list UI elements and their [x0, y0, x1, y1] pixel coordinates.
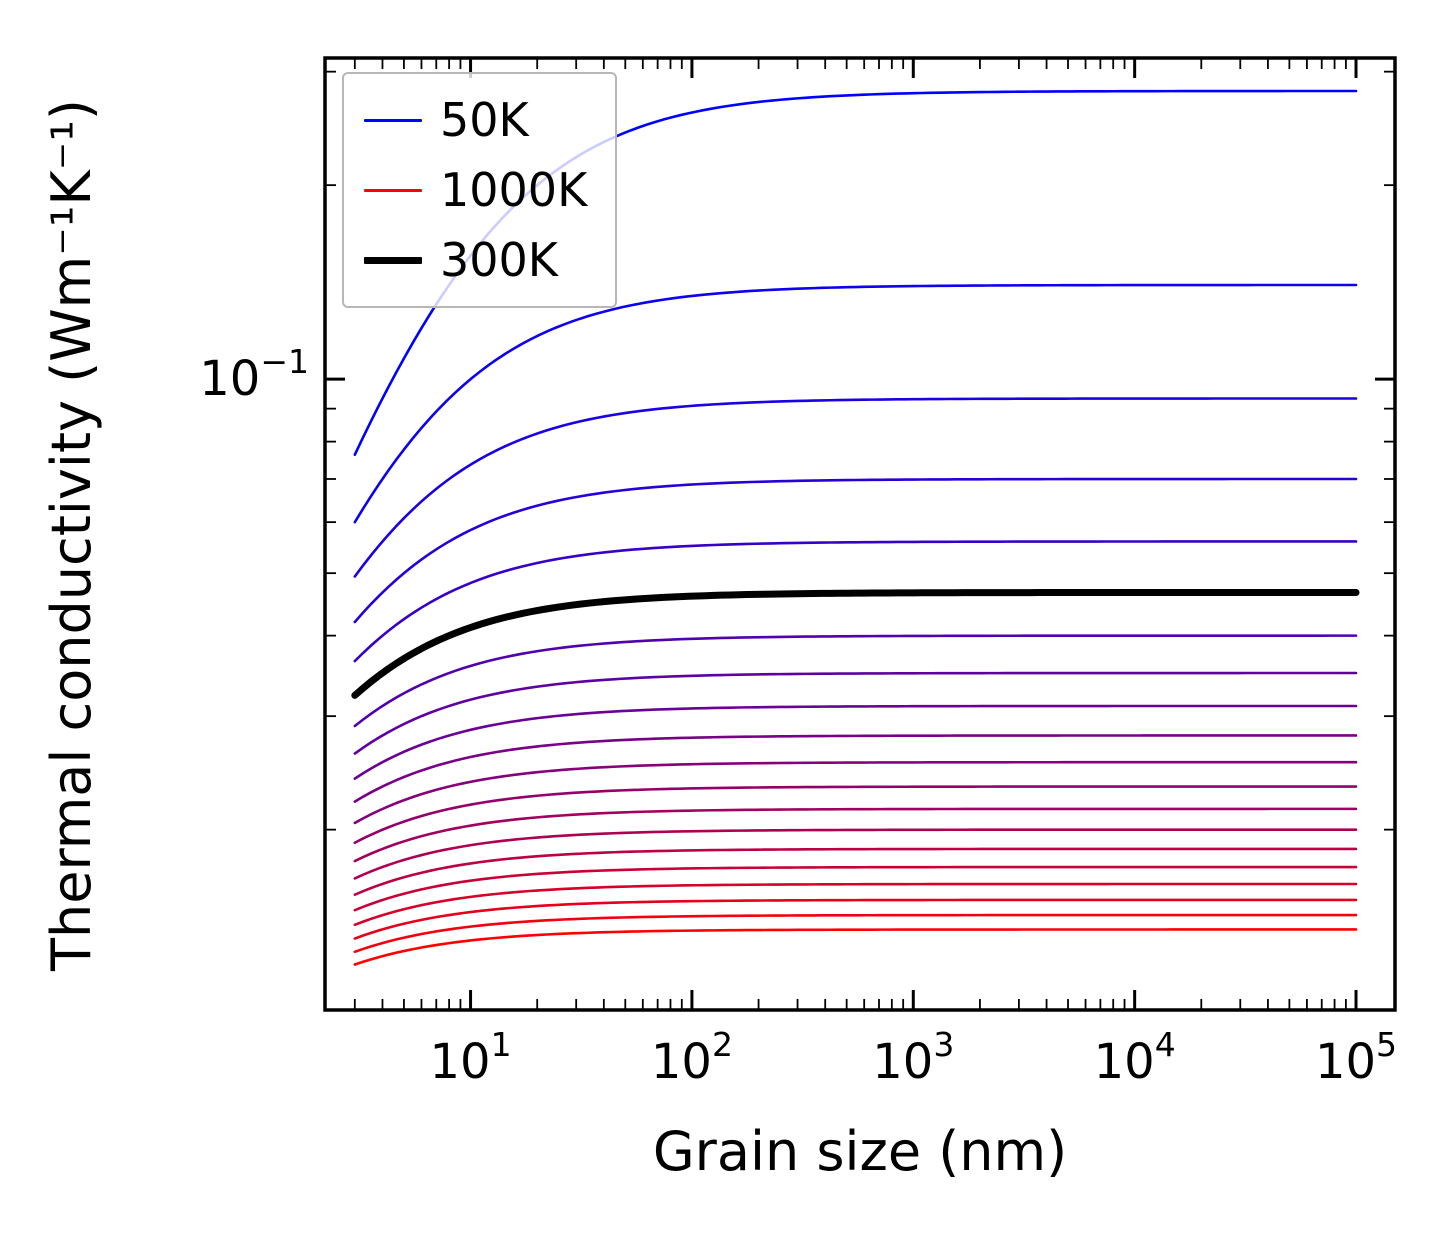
series-line-200K	[353, 477, 1358, 624]
series-line-300K	[351, 588, 1360, 699]
x-tick-label: 103	[872, 1025, 954, 1090]
series-line-650K	[353, 807, 1358, 863]
series-line-400K	[353, 671, 1358, 755]
legend-line-sample-50k	[364, 118, 422, 122]
y-axis-label: Thermal conductivity (Wm⁻¹K⁻¹)	[40, 99, 103, 971]
y-tick-labels: 10−1	[199, 342, 309, 407]
series-line-100K	[353, 283, 1358, 524]
series-line-450K	[353, 704, 1358, 780]
x-tick-labels: 101 102 103 104 105	[430, 1025, 1398, 1090]
legend-label-50k: 50K	[440, 93, 529, 147]
series-line-950K	[353, 913, 1358, 954]
series-line-1000K	[353, 928, 1358, 966]
series-line-150K	[353, 397, 1358, 578]
series-line-700K	[353, 828, 1358, 880]
x-tick-label: 105	[1315, 1025, 1397, 1090]
legend-entry-50k: 50K	[364, 88, 587, 152]
x-tick-label: 104	[1094, 1025, 1176, 1090]
legend-line-sample-1000k	[364, 188, 422, 192]
curves	[351, 89, 1360, 966]
axes-spines	[323, 56, 1397, 1012]
series-line-250K	[353, 540, 1358, 663]
x-tick-label: 102	[651, 1025, 733, 1090]
legend: 50K 1000K 300K	[342, 72, 618, 308]
legend-entry-1000k: 1000K	[364, 158, 587, 222]
legend-label-1000k: 1000K	[440, 163, 588, 217]
series-line-500K	[353, 734, 1358, 803]
x-tick-label: 101	[430, 1025, 512, 1090]
series-line-850K	[353, 882, 1358, 927]
series-line-550K	[353, 760, 1358, 825]
series-line-800K	[353, 865, 1358, 912]
y-tick-label: 10−1	[199, 342, 309, 407]
legend-label-300k: 300K	[440, 233, 558, 287]
series-line-600K	[353, 785, 1358, 845]
series-line-750K	[353, 847, 1358, 896]
legend-line-sample-300k	[364, 256, 422, 264]
series-line-350K	[353, 634, 1358, 728]
x-axis-label: Grain size (nm)	[652, 1120, 1068, 1183]
legend-entry-300k: 300K	[364, 228, 587, 292]
axis-ticks	[325, 58, 1395, 1010]
series-line-900K	[353, 898, 1358, 940]
